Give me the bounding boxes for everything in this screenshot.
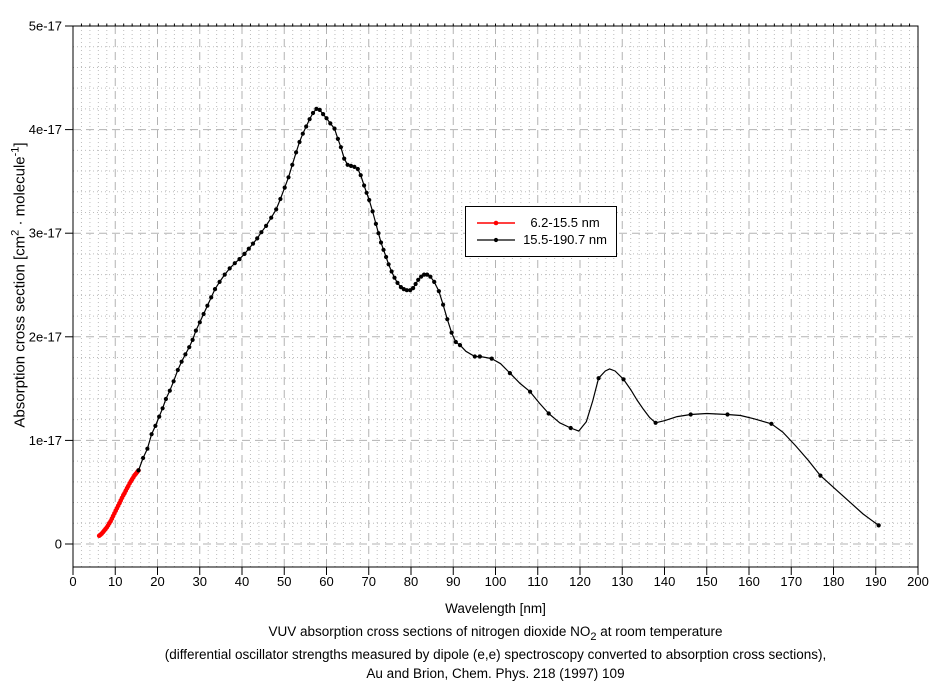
svg-text:50: 50 (277, 574, 291, 589)
caption-line-1: VUV absorption cross sections of nitroge… (73, 624, 918, 643)
legend-entry-black: 15.5-190.7 nm (466, 231, 616, 248)
svg-text:190: 190 (865, 574, 887, 589)
caption-line-3: Au and Brion, Chem. Phys. 218 (1997) 109 (366, 666, 625, 681)
svg-text:30: 30 (193, 574, 207, 589)
svg-text:1e-17: 1e-17 (29, 433, 62, 448)
svg-text:160: 160 (738, 574, 760, 589)
legend-entry-red: 6.2-15.5 nm (466, 214, 616, 231)
y-axis-title-mid: · molecule (11, 156, 29, 230)
svg-text:180: 180 (823, 574, 845, 589)
y-axis-title-sup-2: 2 (9, 229, 22, 236)
svg-text:120: 120 (569, 574, 591, 589)
caption-line-1-end: at room temperature (596, 624, 723, 639)
svg-text:10: 10 (108, 574, 122, 589)
legend-line-marker-red-icon (477, 220, 515, 225)
svg-text:40: 40 (235, 574, 249, 589)
svg-text:90: 90 (446, 574, 460, 589)
svg-text:170: 170 (780, 574, 802, 589)
svg-text:60: 60 (319, 574, 333, 589)
svg-text:100: 100 (485, 574, 507, 589)
caption-line-2: (differential oscillator strengths measu… (164, 647, 827, 662)
svg-text:70: 70 (362, 574, 376, 589)
legend: 6.2-15.5 nm 15.5-190.7 nm (465, 206, 617, 257)
x-axis-title: Wavelength [nm] (445, 601, 546, 616)
svg-text:3e-17: 3e-17 (29, 226, 62, 241)
svg-text:110: 110 (527, 574, 548, 589)
y-axis-title-sup-minus1: -1 (9, 146, 22, 157)
svg-text:0: 0 (69, 574, 76, 589)
svg-text:5e-17: 5e-17 (29, 19, 62, 34)
legend-label-black: 15.5-190.7 nm (523, 232, 607, 247)
legend-label-red: 6.2-15.5 nm (530, 215, 600, 230)
caption-line-1-text: VUV absorption cross sections of nitroge… (268, 624, 591, 639)
svg-text:130: 130 (611, 574, 633, 589)
svg-text:20: 20 (150, 574, 164, 589)
legend-line-marker-black-icon (477, 237, 515, 242)
y-axis-title: Absorption cross section [cm2 · molecule… (10, 142, 29, 427)
svg-text:150: 150 (696, 574, 718, 589)
svg-text:80: 80 (404, 574, 418, 589)
svg-text:200: 200 (907, 574, 929, 589)
caption-no2-subscript: 2 (590, 631, 597, 643)
svg-text:140: 140 (654, 574, 676, 589)
svg-text:0: 0 (55, 537, 62, 552)
plot-svg: 0 10 20 30 40 50 60 70 80 90 100 110 120 130 140 150 160… (29, 19, 929, 590)
svg-text:2e-17: 2e-17 (29, 329, 62, 344)
y-axis-title-text: Absorption cross section [cm (11, 235, 29, 428)
y-axis-title-end: ] (11, 142, 29, 147)
svg-text:4e-17: 4e-17 (29, 122, 62, 137)
